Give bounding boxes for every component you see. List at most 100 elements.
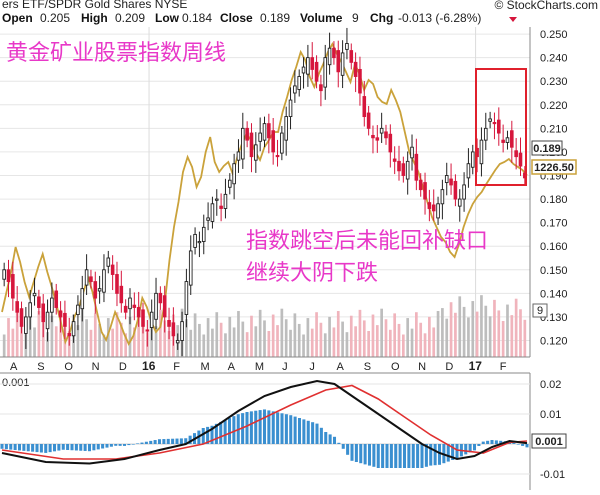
histogram-bar — [341, 444, 345, 449]
quote-open-label: Open — [2, 11, 33, 25]
volume-bar — [423, 333, 427, 357]
candle-body — [366, 112, 371, 129]
candle-body — [267, 123, 271, 139]
candle-body — [314, 61, 319, 82]
candle-body — [345, 43, 349, 50]
quote-high-value: 0.209 — [115, 11, 145, 25]
candle-body — [505, 137, 510, 143]
volume-bar — [189, 329, 193, 357]
candle-body — [401, 163, 406, 176]
candle-body — [67, 332, 72, 337]
histogram-bar — [254, 410, 258, 444]
histogram-bar — [394, 444, 398, 468]
close-badge: 0.189 — [531, 140, 563, 156]
overlay-badge: 1226.50 — [531, 159, 577, 175]
volume-bar — [328, 316, 331, 357]
down-arrow-icon — [509, 17, 517, 22]
volume-bar — [128, 316, 132, 357]
volume-bar — [362, 320, 366, 357]
volume-bar — [514, 298, 518, 357]
histogram-bar — [512, 443, 516, 444]
volume-bar — [28, 316, 32, 357]
histogram-bar — [87, 444, 92, 452]
histogram-bar — [9, 444, 13, 450]
histogram-bar — [162, 439, 166, 444]
quote-volume-label: Volume — [300, 11, 343, 25]
candle-body — [171, 322, 176, 337]
candle-body — [89, 276, 93, 283]
candle-body — [63, 312, 67, 327]
histogram-bar — [184, 438, 188, 444]
quote-high-label: High — [81, 11, 108, 25]
histogram-bar — [389, 444, 393, 468]
candle-body — [28, 302, 32, 318]
x-tick-label: O — [64, 361, 73, 373]
volume-bar — [497, 310, 501, 357]
histogram-bar — [468, 444, 472, 453]
candle-body — [149, 311, 154, 328]
volume-bar — [436, 311, 440, 357]
volume-bar — [410, 328, 414, 357]
volume-bar — [202, 334, 206, 357]
volume-bar — [263, 320, 266, 357]
histogram-bar — [179, 438, 183, 444]
histogram-bar — [486, 440, 490, 444]
histogram-bar — [0, 444, 4, 449]
histogram-bar — [407, 444, 411, 468]
histogram-bar — [363, 444, 367, 465]
histogram-bar — [346, 444, 350, 455]
series-label: ers ETF/SPDR Gold Shares NYSE — [2, 0, 187, 11]
histogram-bar — [367, 444, 372, 466]
histogram-bar — [416, 444, 420, 468]
volume-bar — [59, 309, 62, 357]
histogram-bar — [70, 444, 74, 451]
histogram-bar — [328, 434, 332, 444]
candle-body — [188, 250, 193, 286]
histogram-bar — [131, 444, 135, 445]
volume-bar — [284, 319, 288, 357]
candle-body — [358, 68, 362, 94]
candle-body — [58, 310, 63, 318]
volume-bar — [163, 320, 167, 357]
candle-body — [141, 309, 145, 327]
volume-bar — [484, 305, 488, 357]
quote-open-value: 0.205 — [40, 11, 70, 25]
x-tick-label: D — [445, 361, 453, 373]
x-tick-label: F — [500, 361, 507, 373]
candle-body — [488, 118, 492, 122]
candle-body — [214, 198, 219, 201]
candle-body — [453, 180, 458, 200]
histogram-bar — [166, 438, 170, 444]
candle-body — [497, 119, 501, 134]
volume-bar — [323, 333, 327, 357]
histogram-bar — [429, 444, 433, 466]
histogram-bar — [22, 444, 26, 451]
candle-body — [24, 316, 28, 334]
volume-bar — [388, 329, 392, 357]
histogram-bar — [411, 444, 415, 468]
volume-bar — [306, 318, 310, 357]
price-tick-label: 0.120 — [540, 336, 568, 348]
quote-low-value: 0.184 — [182, 11, 212, 25]
histogram-bar — [477, 444, 481, 446]
candle-body — [258, 132, 262, 142]
candle-body — [162, 295, 167, 318]
volume-bar — [93, 313, 97, 357]
candle-body — [2, 269, 6, 280]
histogram-bar — [219, 421, 223, 444]
volume-bar — [406, 318, 410, 357]
macd-tick-labels: 0.02 0.01 -0.01 — [540, 379, 565, 481]
x-tick-label: O — [391, 361, 400, 373]
volume-badge: 9 — [532, 303, 548, 318]
quote-low-label: Low — [155, 11, 180, 25]
histogram-bar — [122, 444, 127, 446]
volume-bar — [37, 311, 41, 357]
candle-body — [501, 139, 505, 143]
x-tick-label: A — [337, 361, 345, 373]
histogram-bar — [210, 425, 214, 444]
price-tick-label: 0.160 — [540, 241, 568, 253]
histogram-bar — [79, 444, 83, 451]
histogram-bar — [499, 440, 503, 444]
macd-value-badge: 0.001 — [531, 433, 567, 449]
